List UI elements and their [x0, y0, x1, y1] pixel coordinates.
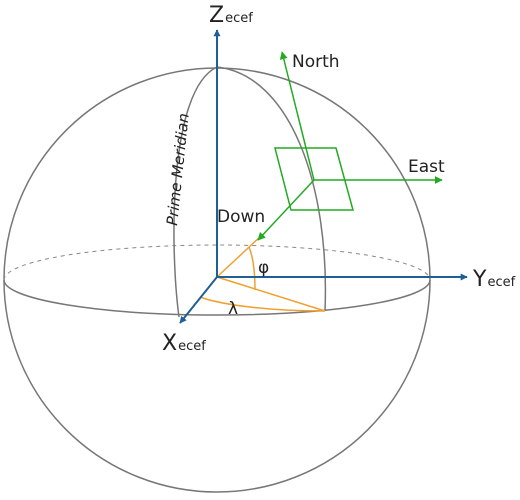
north-arrow	[279, 51, 315, 181]
origin-to-meridian-line	[216, 276, 326, 312]
ned-tangent-plane	[274, 147, 354, 211]
east-label: East	[408, 157, 445, 177]
x-axis	[179, 276, 218, 324]
latitude-label: φ	[258, 258, 269, 278]
longitude-arc	[199, 296, 326, 312]
x-axis-subscript: ecef	[178, 339, 206, 354]
latitude-arc	[248, 246, 256, 291]
north-label: North	[292, 52, 340, 72]
x-axis-label: Xecef	[162, 331, 206, 356]
down-arrow	[257, 179, 315, 241]
local-meridian-curve	[216, 66, 327, 312]
equator-front	[3, 279, 431, 316]
longitude-label: λ	[228, 299, 238, 319]
z-axis-subscript: ecef	[225, 11, 253, 26]
down-label: Down	[217, 207, 265, 227]
y-axis-subscript: ecef	[487, 275, 515, 290]
prime-meridian-label: Prime Meridian	[163, 112, 193, 226]
y-axis-label: Yecef	[472, 267, 516, 292]
equator-back	[3, 244, 431, 281]
z-axis-main: Z	[209, 3, 224, 28]
z-axis-label: Zecef	[209, 3, 253, 28]
x-axis-main: X	[162, 331, 177, 356]
prime-meridian-curve	[173, 66, 218, 318]
y-axis-main: Y	[472, 267, 487, 292]
latitude-radius-line	[216, 234, 263, 278]
